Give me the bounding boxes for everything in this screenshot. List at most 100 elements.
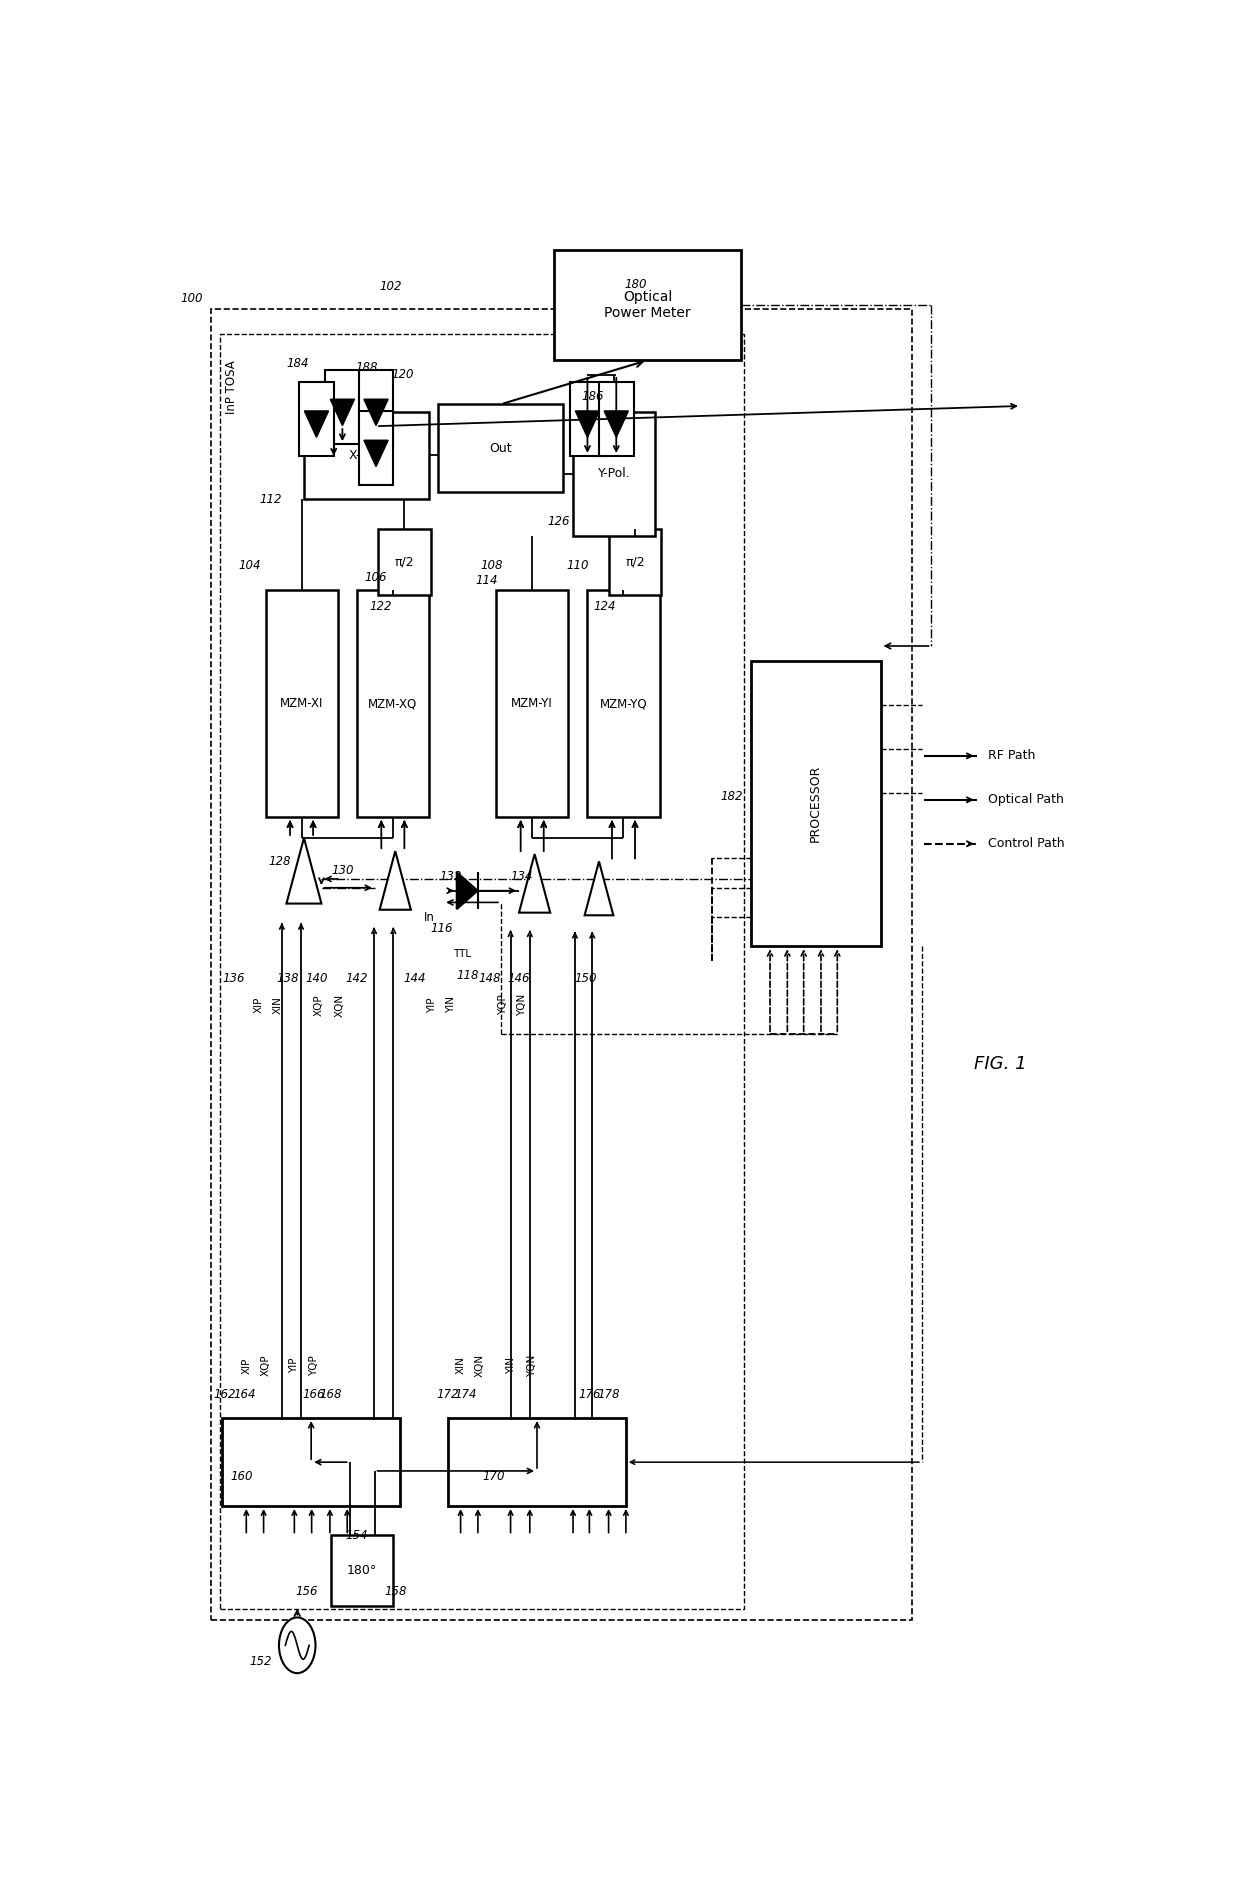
Text: XQN: XQN	[475, 1353, 485, 1378]
Polygon shape	[604, 411, 629, 438]
Text: XIN: XIN	[273, 995, 283, 1014]
Text: 134: 134	[511, 870, 533, 883]
Bar	[357, 590, 429, 818]
Bar	[570, 383, 605, 457]
Bar	[211, 308, 913, 1621]
Text: Optical Path: Optical Path	[988, 794, 1064, 807]
Text: TTL: TTL	[454, 950, 471, 959]
Text: 128: 128	[269, 854, 291, 868]
Text: 110: 110	[567, 559, 589, 573]
Text: MZM-XQ: MZM-XQ	[368, 696, 418, 710]
Text: 158: 158	[384, 1585, 407, 1599]
Text: InP TOSA: InP TOSA	[226, 360, 238, 415]
Bar	[331, 1536, 393, 1606]
Text: YIP: YIP	[289, 1357, 299, 1374]
Text: 150: 150	[574, 972, 596, 986]
Text: 120: 120	[392, 369, 414, 381]
Text: π/2: π/2	[625, 556, 645, 569]
Text: 104: 104	[238, 559, 260, 573]
Text: 106: 106	[365, 571, 387, 584]
Polygon shape	[330, 400, 355, 426]
Text: 116: 116	[430, 923, 453, 934]
Text: XIN: XIN	[455, 1357, 465, 1374]
Text: 130: 130	[331, 864, 353, 877]
Bar	[358, 411, 393, 485]
Text: In: In	[423, 910, 434, 923]
Polygon shape	[363, 400, 388, 426]
Text: 100: 100	[180, 293, 203, 304]
Text: 144: 144	[403, 972, 425, 986]
Text: 152: 152	[249, 1656, 272, 1667]
Text: YQP: YQP	[309, 1355, 319, 1376]
Text: Y-Pol.: Y-Pol.	[598, 468, 630, 480]
Text: 184: 184	[286, 356, 309, 369]
Text: 162: 162	[215, 1389, 237, 1401]
Text: 118: 118	[456, 969, 479, 982]
Bar	[573, 411, 655, 537]
Bar	[304, 411, 429, 499]
Text: 132: 132	[440, 870, 463, 883]
Text: YQN: YQN	[527, 1355, 537, 1376]
Circle shape	[279, 1618, 315, 1673]
Polygon shape	[304, 411, 329, 438]
Text: 170: 170	[482, 1471, 505, 1482]
Polygon shape	[363, 440, 388, 466]
Text: 138: 138	[277, 972, 299, 986]
Polygon shape	[456, 872, 477, 910]
Text: π/2: π/2	[394, 556, 414, 569]
Bar	[221, 333, 744, 1608]
Bar	[378, 529, 430, 594]
Bar	[448, 1418, 626, 1505]
Text: 124: 124	[594, 599, 616, 613]
Polygon shape	[584, 862, 614, 915]
Text: RF Path: RF Path	[988, 750, 1035, 763]
Bar	[751, 660, 880, 946]
Text: 176: 176	[578, 1389, 600, 1401]
Text: 166: 166	[303, 1389, 325, 1401]
Text: MZM-XI: MZM-XI	[280, 696, 324, 710]
Text: 156: 156	[295, 1585, 319, 1599]
Text: YIP: YIP	[427, 997, 436, 1012]
Text: 168: 168	[320, 1389, 342, 1401]
Bar	[554, 251, 742, 360]
Text: 180: 180	[624, 278, 647, 291]
Bar	[496, 590, 568, 818]
Bar	[222, 1418, 401, 1505]
Polygon shape	[286, 837, 321, 904]
Bar	[588, 590, 660, 818]
Text: 186: 186	[582, 390, 604, 403]
Text: 172: 172	[436, 1389, 459, 1401]
Text: X-Pol.: X-Pol.	[350, 449, 383, 462]
Polygon shape	[520, 854, 551, 913]
Text: 142: 142	[346, 972, 368, 986]
Text: XQP: XQP	[260, 1355, 270, 1376]
Text: Optical
Power Meter: Optical Power Meter	[604, 289, 691, 320]
Text: 108: 108	[480, 559, 502, 573]
Text: 122: 122	[370, 599, 392, 613]
Text: 188: 188	[355, 362, 378, 375]
Text: FIG. 1: FIG. 1	[975, 1054, 1027, 1073]
Text: 112: 112	[259, 493, 281, 506]
Text: 174: 174	[454, 1389, 476, 1401]
Text: PROCESSOR: PROCESSOR	[810, 765, 822, 843]
Text: 164: 164	[233, 1389, 255, 1401]
Text: 154: 154	[346, 1528, 368, 1541]
Text: 114: 114	[475, 573, 497, 586]
Text: 146: 146	[507, 972, 529, 986]
Bar	[599, 383, 634, 457]
Text: MZM-YI: MZM-YI	[511, 696, 553, 710]
Text: 180°: 180°	[347, 1564, 377, 1578]
Text: Out: Out	[490, 441, 512, 455]
Bar	[325, 371, 360, 443]
Text: 140: 140	[305, 972, 327, 986]
Text: 148: 148	[479, 972, 501, 986]
Text: YQN: YQN	[517, 993, 527, 1016]
Text: MZM-YQ: MZM-YQ	[600, 696, 647, 710]
Text: YIN: YIN	[506, 1357, 516, 1374]
Bar	[299, 383, 334, 457]
Text: YIN: YIN	[446, 997, 456, 1014]
Bar	[439, 403, 563, 493]
Text: 102: 102	[379, 280, 402, 293]
Polygon shape	[575, 411, 600, 438]
Text: XQP: XQP	[314, 993, 324, 1016]
